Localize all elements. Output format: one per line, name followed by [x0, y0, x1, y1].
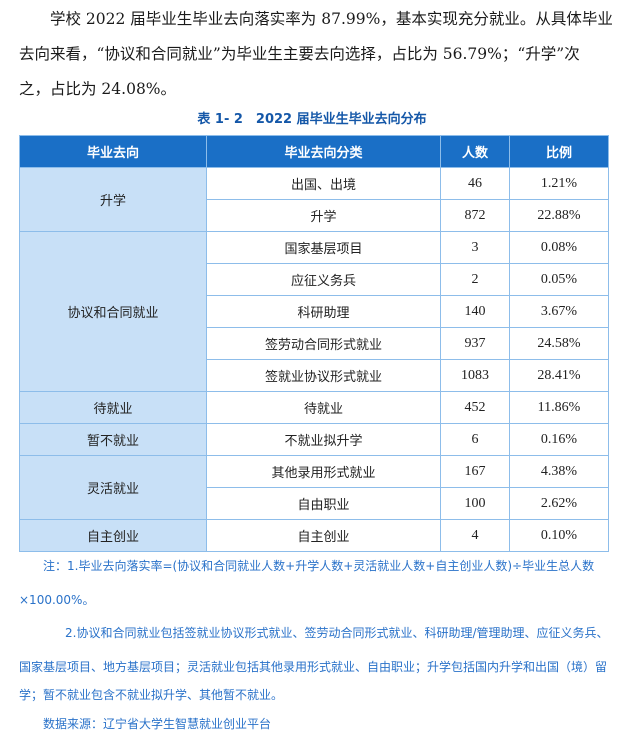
count-cell: 872 [440, 199, 510, 232]
count-cell: 140 [440, 295, 510, 328]
category-cell: 升学 [19, 167, 207, 232]
header-count: 人数 [440, 135, 510, 168]
header-destination: 毕业去向 [19, 135, 207, 168]
ratio-cell: 0.05% [509, 263, 609, 296]
table-row: 科研助理 140 3.67% [20, 295, 609, 328]
ratio-cell: 0.16% [509, 423, 609, 456]
data-source: 数据来源：辽宁省大学生智慧就业创业平台 [43, 717, 272, 731]
note-1-line-1: 注：1.毕业去向落实率=(协议和合同就业人数+升学人数+灵活就业人数+自主创业人… [43, 559, 595, 573]
subcategory-cell: 科研助理 [206, 295, 441, 328]
table-row: 升学 出国、出境 46 1.21% [19, 167, 609, 232]
note-2-line-2: 国家基层项目、地方基层项目；灵活就业包括其他录用形式就业、自由职业；升学包括国内… [19, 660, 608, 674]
count-cell: 4 [440, 519, 510, 552]
category-cell: 灵活就业 [19, 455, 207, 520]
table-row: 自由职业 100 2.62% [20, 487, 609, 520]
subcategory-cell: 出国、出境 [206, 167, 441, 200]
intro-line-3: 之，占比为 24.08%。 [19, 80, 177, 98]
subcategory-cell: 自主创业 [206, 519, 441, 552]
note-2-line-3: 学；暂不就业包含不就业拟升学、其他暂不就业。 [19, 688, 284, 702]
subcategory-cell: 签劳动合同形式就业 [206, 327, 441, 360]
table-row: 升学 872 22.88% [20, 199, 609, 232]
ratio-cell: 28.41% [509, 359, 609, 392]
count-cell: 452 [440, 391, 510, 424]
note-1-line-2: ×100.00%。 [19, 593, 95, 607]
header-category: 毕业去向分类 [206, 135, 441, 168]
count-cell: 6 [440, 423, 510, 456]
table-row: 应征义务兵 2 0.05% [20, 263, 609, 296]
intro-paragraph: 学校 2022 届毕业生毕业去向落实率为 87.99%，基本实现充分就业。从具体… [19, 2, 613, 107]
count-cell: 1083 [440, 359, 510, 392]
table-row: 签劳动合同形式就业 937 24.58% [20, 327, 609, 360]
category-cell: 待就业 [19, 391, 207, 424]
count-cell: 46 [440, 167, 510, 200]
table-row: 自主创业 自主创业 4 0.10% [19, 519, 609, 552]
table-row: 待就业 待就业 452 11.86% [19, 391, 609, 424]
subcategory-cell: 其他录用形式就业 [206, 455, 441, 488]
ratio-cell: 3.67% [509, 295, 609, 328]
intro-line-1: 学校 2022 届毕业生毕业去向落实率为 87.99%，基本实现充分就业。从具体… [50, 10, 613, 28]
ratio-cell: 22.88% [509, 199, 609, 232]
graduate-destination-table: 毕业去向 毕业去向分类 人数 比例 升学 出国、出境 46 1.21% 升学 8… [19, 135, 609, 552]
count-cell: 167 [440, 455, 510, 488]
subcategory-cell: 应征义务兵 [206, 263, 441, 296]
subcategory-cell: 待就业 [206, 391, 441, 424]
table-row: 协议和合同就业 国家基层项目 3 0.08% [19, 231, 609, 392]
header-ratio: 比例 [509, 135, 609, 168]
ratio-cell: 4.38% [509, 455, 609, 488]
count-cell: 3 [440, 231, 510, 264]
subcategory-cell: 签就业协议形式就业 [206, 359, 441, 392]
category-cell: 自主创业 [19, 519, 207, 552]
ratio-cell: 0.08% [509, 231, 609, 264]
subcategory-cell: 自由职业 [206, 487, 441, 520]
ratio-cell: 24.58% [509, 327, 609, 360]
table-caption: 表 1- 2 2022 届毕业生毕业去向分布 [197, 112, 427, 127]
note-2-line-1: 2.协议和合同就业包括签就业协议形式就业、签劳动合同形式就业、科研助理/管理助理… [65, 626, 609, 640]
intro-line-2: 去向来看，“协议和合同就业”为毕业生主要去向选择，占比为 56.79%；“升学”… [19, 45, 580, 63]
ratio-cell: 2.62% [509, 487, 609, 520]
category-cell: 暂不就业 [19, 423, 207, 456]
ratio-cell: 11.86% [509, 391, 609, 424]
table-row: 暂不就业 不就业拟升学 6 0.16% [19, 423, 609, 456]
ratio-cell: 0.10% [509, 519, 609, 552]
count-cell: 2 [440, 263, 510, 296]
subcategory-cell: 不就业拟升学 [206, 423, 441, 456]
count-cell: 100 [440, 487, 510, 520]
ratio-cell: 1.21% [509, 167, 609, 200]
table-header-row: 毕业去向 毕业去向分类 人数 比例 [19, 135, 609, 168]
subcategory-cell: 国家基层项目 [206, 231, 441, 264]
subcategory-cell: 升学 [206, 199, 441, 232]
table-row: 灵活就业 其他录用形式就业 167 4.38% [19, 455, 609, 520]
category-cell: 协议和合同就业 [19, 231, 207, 392]
count-cell: 937 [440, 327, 510, 360]
